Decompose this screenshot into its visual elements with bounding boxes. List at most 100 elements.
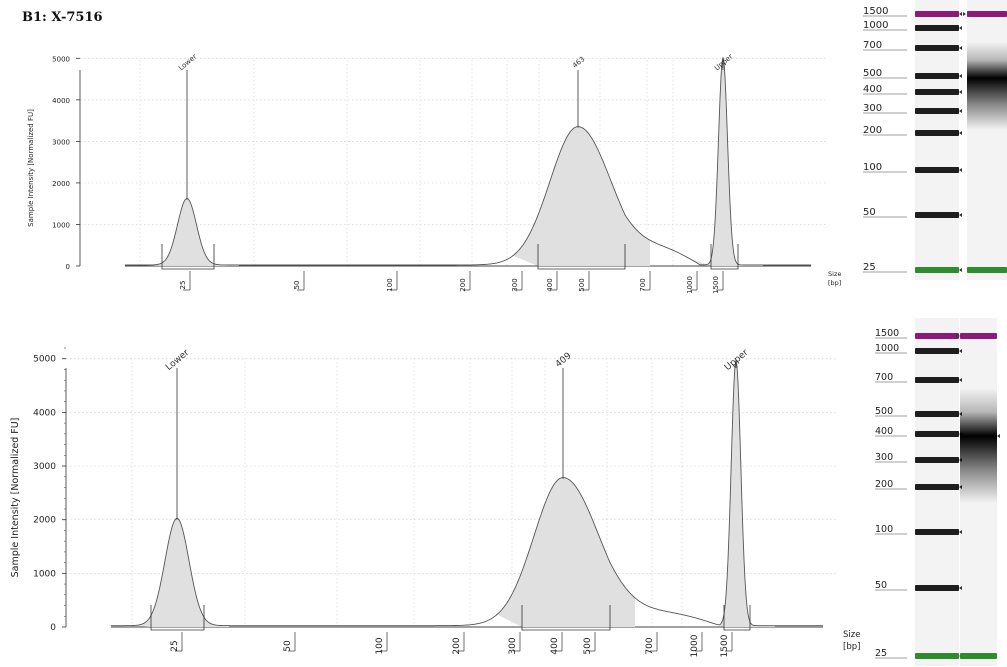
peak-fill-Upper bbox=[699, 360, 775, 627]
ladder-band bbox=[915, 411, 959, 417]
ladder-marker bbox=[959, 213, 962, 217]
ladder-band bbox=[915, 25, 959, 31]
ladder-band bbox=[915, 212, 959, 218]
peak-label: Lower bbox=[177, 53, 198, 73]
ladder-band bbox=[915, 529, 959, 535]
x-axis-unit-label: [bp] bbox=[828, 279, 841, 287]
ladder-lane bbox=[915, 318, 959, 666]
ladder-label: 200 bbox=[863, 125, 882, 136]
peak-bracket bbox=[150, 605, 205, 631]
x-tick-label: 50 bbox=[283, 640, 293, 652]
ladder-marker bbox=[959, 12, 962, 16]
gel-image-1: 1500 1000 700 500 400 300 200 100 50 25 bbox=[863, 0, 1007, 280]
trace-line bbox=[125, 57, 811, 266]
trace-line bbox=[111, 360, 823, 627]
y-tick-label: 3000 bbox=[33, 462, 56, 472]
x-axis-size-label: Size bbox=[828, 270, 841, 278]
sample-smear bbox=[960, 388, 997, 503]
x-tick-label: 200 bbox=[452, 637, 462, 654]
x-tick-label: 400 bbox=[550, 637, 560, 654]
ladder-label: 1500 bbox=[875, 328, 899, 339]
sample-header: B1: X-7516 bbox=[22, 10, 103, 22]
x-tick-label: 1500 bbox=[720, 634, 730, 657]
x-tick-label: 100 bbox=[386, 278, 394, 291]
sample-lower-marker bbox=[960, 653, 997, 659]
ladder-marker bbox=[959, 530, 962, 534]
ladder-marker bbox=[959, 131, 962, 135]
ladder-marker bbox=[959, 268, 962, 272]
x-tick-label: 300 bbox=[511, 278, 519, 291]
electropherogram-2: 0 1000 2000 3000 4000 5000 Sample Intensity [N… bbox=[10, 348, 860, 658]
ladder-marker bbox=[959, 90, 962, 94]
ladder-label: 1000 bbox=[875, 343, 899, 354]
x-axis-size-label: Size bbox=[843, 630, 860, 640]
peak-bracket bbox=[521, 605, 611, 631]
ladder-label: 100 bbox=[863, 162, 882, 173]
sample-lower-marker bbox=[967, 267, 1007, 273]
y-tick-label: 1000 bbox=[52, 221, 70, 229]
ladder-band bbox=[915, 348, 959, 354]
ladder-marker bbox=[959, 109, 962, 113]
peak-fill-Lower bbox=[126, 518, 229, 627]
ladder-band bbox=[915, 267, 959, 273]
ladder-band bbox=[915, 333, 959, 339]
ladder-marker bbox=[959, 168, 962, 172]
ladder-label: 400 bbox=[875, 426, 893, 437]
ladder-band bbox=[915, 45, 959, 51]
ladder-label: 50 bbox=[875, 580, 887, 591]
y-tick-label: 0 bbox=[50, 623, 56, 633]
peak-fill-409 bbox=[497, 477, 635, 627]
ladder-marker bbox=[959, 46, 962, 50]
ladder-band bbox=[915, 167, 959, 173]
x-tick-label: 25 bbox=[170, 640, 180, 651]
y-tick-label: 0 bbox=[66, 263, 70, 271]
ladder-label: 1500 bbox=[863, 6, 888, 17]
sample-upper-tick bbox=[956, 334, 959, 338]
x-tick-label: 1000 bbox=[686, 276, 694, 294]
ladder-band bbox=[915, 457, 959, 463]
ladder-band bbox=[915, 585, 959, 591]
ladder-band bbox=[915, 130, 959, 136]
ladder-band bbox=[915, 431, 959, 437]
gel-image-2: 1500 1000 700 500 400 300 200 100 50 25 bbox=[875, 318, 1000, 666]
ladder-label: 300 bbox=[863, 103, 882, 114]
ladder-label: 100 bbox=[875, 524, 893, 535]
sample-upper-tick bbox=[963, 12, 966, 16]
ladder-marker bbox=[959, 586, 962, 590]
ladder-band bbox=[915, 89, 959, 95]
y-tick-label: 5000 bbox=[52, 55, 70, 63]
x-tick-label: 1500 bbox=[712, 276, 720, 294]
peak-label: 409 bbox=[554, 351, 574, 370]
ladder-band bbox=[915, 11, 959, 17]
peak-bracket bbox=[723, 605, 751, 631]
sample-upper-marker bbox=[967, 11, 1007, 17]
peak-bracket bbox=[161, 244, 215, 270]
ladder-label: 400 bbox=[863, 84, 882, 95]
y-tick-label: 4000 bbox=[33, 408, 56, 418]
y-axis-label: Sample Intensity [Normalized FU] bbox=[27, 109, 35, 227]
y-tick-label: 2000 bbox=[52, 180, 70, 188]
sample-peak-marker bbox=[997, 434, 1000, 438]
peak-label: 463 bbox=[571, 55, 586, 70]
ladder-label: 500 bbox=[875, 406, 893, 417]
x-axis-unit-label: [bp] bbox=[843, 642, 860, 652]
ladder-lane bbox=[915, 0, 959, 280]
x-tick-label: 300 bbox=[508, 637, 518, 654]
sample-smear bbox=[967, 42, 1007, 130]
peak-bracket bbox=[537, 244, 626, 270]
x-tick-label: 700 bbox=[645, 637, 655, 654]
ladder-label: 1000 bbox=[863, 20, 888, 31]
peak-fill-Lower bbox=[137, 198, 239, 266]
x-tick-label: 500 bbox=[578, 278, 586, 291]
ladder-label: 700 bbox=[875, 372, 893, 383]
x-tick-label: 100 bbox=[375, 637, 385, 654]
x-tick-label: 50 bbox=[293, 281, 301, 290]
x-tick-label: 200 bbox=[459, 278, 467, 291]
ladder-label: 25 bbox=[875, 648, 887, 659]
y-tick-label: 3000 bbox=[52, 138, 70, 146]
ladder-label: 700 bbox=[863, 40, 882, 51]
y-axis-label: Sample Intensity [Normalized FU] bbox=[10, 418, 21, 578]
x-tick-label: 700 bbox=[639, 278, 647, 291]
ladder-marker bbox=[959, 26, 962, 30]
ladder-marker bbox=[959, 349, 962, 353]
